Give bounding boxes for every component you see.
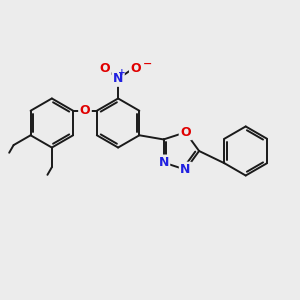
Text: N: N [180,163,191,176]
Text: +: + [118,68,126,77]
Text: O: O [80,104,90,117]
Text: O: O [130,61,141,74]
Text: −: − [143,58,152,69]
Text: N: N [113,72,123,85]
Text: N: N [158,156,169,169]
Text: O: O [99,61,110,74]
Text: O: O [180,126,191,139]
